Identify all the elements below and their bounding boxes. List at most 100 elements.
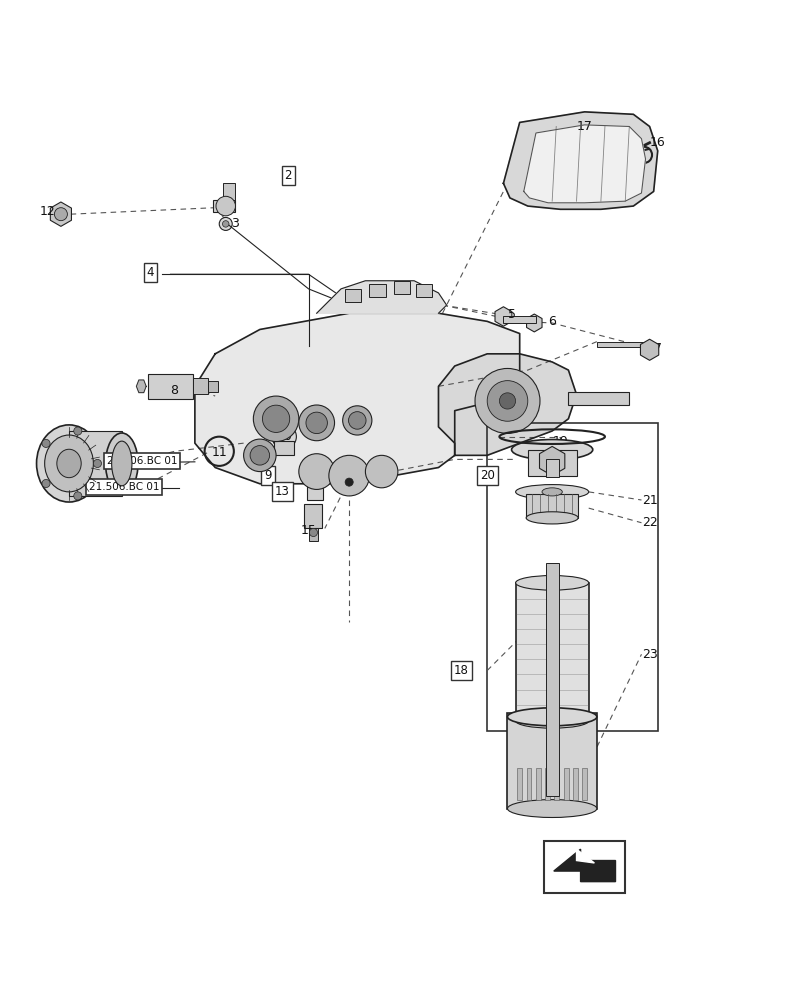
Bar — [393, 281, 410, 294]
Text: 16: 16 — [649, 136, 665, 149]
Text: 23: 23 — [641, 648, 657, 661]
Bar — [568, 392, 629, 405]
Polygon shape — [136, 380, 146, 393]
Bar — [527, 450, 576, 476]
Bar — [507, 713, 596, 809]
Ellipse shape — [507, 800, 596, 817]
Circle shape — [309, 528, 317, 537]
Text: 2: 2 — [284, 169, 292, 182]
Bar — [573, 768, 577, 800]
Bar — [517, 768, 521, 800]
Text: 7: 7 — [653, 342, 661, 355]
Circle shape — [222, 221, 229, 227]
Circle shape — [243, 439, 276, 472]
Text: 19: 19 — [551, 435, 568, 448]
Bar — [543, 841, 624, 893]
Ellipse shape — [45, 435, 93, 492]
Polygon shape — [503, 112, 657, 209]
Circle shape — [42, 479, 50, 488]
Bar — [69, 431, 122, 496]
Polygon shape — [640, 339, 658, 360]
Bar — [304, 504, 322, 528]
Bar — [596, 342, 643, 347]
Circle shape — [54, 208, 67, 221]
Text: 1: 1 — [365, 303, 373, 316]
Circle shape — [93, 459, 101, 468]
Circle shape — [216, 196, 235, 216]
Bar — [563, 768, 568, 800]
Circle shape — [74, 427, 82, 435]
Ellipse shape — [541, 488, 561, 496]
Circle shape — [74, 492, 82, 500]
Text: 21: 21 — [641, 493, 657, 506]
Polygon shape — [50, 202, 71, 226]
Text: 11: 11 — [211, 446, 227, 459]
Bar — [526, 494, 577, 518]
Polygon shape — [526, 314, 542, 332]
Bar — [223, 183, 235, 200]
Text: 21.506.BC 01: 21.506.BC 01 — [89, 482, 159, 492]
Bar — [545, 459, 558, 477]
Bar — [581, 768, 586, 800]
Bar — [307, 476, 323, 500]
Bar — [310, 468, 320, 476]
Bar — [487, 423, 657, 731]
Bar — [208, 381, 217, 392]
Text: 21.506.BC 01: 21.506.BC 01 — [107, 456, 177, 466]
Bar — [369, 284, 385, 297]
Circle shape — [499, 393, 515, 409]
Ellipse shape — [511, 440, 592, 460]
Circle shape — [262, 405, 290, 432]
Bar — [503, 316, 535, 323]
Bar — [274, 441, 294, 455]
Circle shape — [219, 217, 232, 230]
Circle shape — [250, 446, 269, 465]
Circle shape — [342, 406, 371, 435]
Bar — [554, 768, 559, 800]
Bar — [515, 583, 588, 721]
Polygon shape — [195, 313, 519, 484]
Bar — [212, 200, 235, 212]
Ellipse shape — [526, 512, 577, 524]
Polygon shape — [576, 849, 594, 863]
Ellipse shape — [515, 485, 588, 499]
Text: 3: 3 — [231, 217, 239, 230]
Ellipse shape — [515, 714, 588, 728]
Text: 13: 13 — [275, 485, 290, 498]
Text: 5: 5 — [507, 308, 515, 321]
Bar — [193, 378, 208, 394]
Circle shape — [298, 454, 334, 489]
Text: 6: 6 — [547, 315, 556, 328]
Ellipse shape — [111, 441, 131, 486]
Circle shape — [328, 455, 369, 496]
Circle shape — [253, 396, 298, 442]
Polygon shape — [539, 446, 564, 476]
Bar — [308, 528, 318, 541]
Ellipse shape — [36, 425, 101, 502]
Ellipse shape — [57, 449, 81, 478]
Bar — [544, 768, 549, 800]
Polygon shape — [553, 849, 615, 882]
Text: 4: 4 — [146, 266, 154, 279]
Ellipse shape — [507, 708, 596, 726]
Text: 9: 9 — [264, 469, 272, 482]
Text: 17: 17 — [576, 120, 592, 133]
Ellipse shape — [515, 576, 588, 590]
Text: 8: 8 — [170, 384, 178, 397]
Bar — [545, 563, 558, 796]
Circle shape — [298, 405, 334, 441]
Bar — [415, 284, 431, 297]
Text: 10: 10 — [276, 430, 292, 443]
Circle shape — [348, 412, 366, 429]
Text: 14: 14 — [355, 471, 371, 484]
Circle shape — [345, 478, 353, 486]
Text: 20: 20 — [479, 469, 494, 482]
Polygon shape — [523, 125, 645, 203]
Text: 15: 15 — [300, 524, 316, 537]
Text: 12: 12 — [39, 205, 55, 218]
Circle shape — [487, 381, 527, 421]
Ellipse shape — [105, 433, 138, 494]
Text: 18: 18 — [453, 664, 468, 677]
Bar — [535, 768, 540, 800]
Circle shape — [42, 439, 50, 447]
